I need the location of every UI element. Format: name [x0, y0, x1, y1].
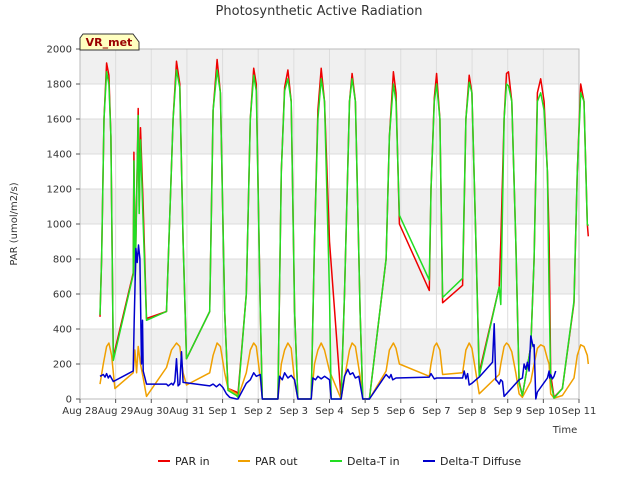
- legend-label-delta-t-in: Delta-T in: [347, 455, 400, 468]
- y-axis-label: PAR (umol/m2/s): [9, 182, 20, 265]
- y-tick-label: 1000: [47, 220, 72, 231]
- x-tick-label: Sep 10: [526, 406, 561, 417]
- x-tick-label: Aug 30: [134, 406, 169, 417]
- x-axis-label: Time: [552, 425, 577, 436]
- y-tick-label: 1800: [47, 80, 72, 91]
- y-tick-label: 1400: [47, 150, 72, 161]
- x-tick-label: Sep 9: [494, 406, 522, 417]
- legend-label-delta-t-diffuse: Delta-T Diffuse: [440, 455, 521, 468]
- y-tick-label: 800: [53, 255, 72, 266]
- y-tick-label: 200: [53, 360, 72, 371]
- x-tick-label: Aug 29: [98, 406, 133, 417]
- y-tick-label: 2000: [47, 45, 72, 56]
- y-tick-label: 400: [53, 325, 72, 336]
- y-tick-label: 600: [53, 290, 72, 301]
- x-tick-label: Sep 4: [315, 406, 343, 417]
- x-tick-label: Sep 7: [422, 406, 450, 417]
- legend-label-par-in: PAR in: [175, 455, 210, 468]
- x-tick-label: Sep 11: [562, 406, 597, 417]
- legend: PAR in PAR out Delta-T in Delta-T Diffuse: [158, 455, 521, 468]
- x-tick-label: Sep 2: [244, 406, 272, 417]
- y-tick-label: 1600: [47, 115, 72, 126]
- station-badge: VR_met: [79, 33, 140, 51]
- station-badge-label: VR_met: [86, 36, 133, 49]
- x-tick-label: Sep 3: [280, 406, 308, 417]
- x-tick-label: Sep 8: [458, 406, 486, 417]
- y-tick-label: 1200: [47, 185, 72, 196]
- axis-ticks: 0 200 400 600 800 1000 1200 1400 1600 1800 2000 Aug…: [47, 45, 597, 418]
- chart-title: Photosynthetic Active Radiation: [216, 4, 423, 19]
- y-tick-label: 0: [66, 395, 72, 406]
- series-line-delta-t-diffuse: [99, 244, 557, 400]
- x-tick-label: Sep 1: [208, 406, 236, 417]
- x-tick-label: Aug 28: [62, 406, 97, 417]
- x-tick-label: Sep 6: [387, 406, 415, 417]
- series-layer: [99, 58, 590, 400]
- series-line-par-out: [99, 342, 590, 400]
- x-tick-label: Sep 5: [351, 406, 379, 417]
- legend-label-par-out: PAR out: [255, 455, 298, 468]
- x-tick-label: Aug 31: [169, 406, 204, 417]
